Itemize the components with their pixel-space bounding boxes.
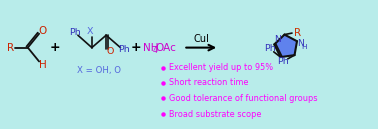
Text: Excellent yield up to 95%: Excellent yield up to 95%	[169, 63, 274, 72]
Text: H: H	[301, 44, 307, 50]
Text: 4: 4	[153, 46, 158, 55]
Text: R: R	[294, 28, 302, 38]
Text: +: +	[131, 41, 142, 54]
Text: Ph: Ph	[264, 44, 276, 53]
Text: N: N	[274, 35, 281, 44]
Text: X = OH, O: X = OH, O	[77, 66, 121, 75]
Text: +: +	[50, 41, 60, 54]
Text: R: R	[6, 43, 14, 53]
Text: Ph: Ph	[69, 29, 81, 37]
Text: Ph: Ph	[277, 57, 289, 66]
Text: Good tolerance of functional groups: Good tolerance of functional groups	[169, 94, 318, 103]
Polygon shape	[274, 35, 297, 57]
Text: N: N	[297, 39, 304, 48]
Text: Broad substrate scope: Broad substrate scope	[169, 110, 262, 119]
Text: CuI: CuI	[193, 34, 209, 44]
Text: H: H	[39, 59, 47, 70]
Text: NH: NH	[143, 43, 158, 53]
Text: X: X	[87, 27, 94, 36]
Text: Short reaction time: Short reaction time	[169, 78, 249, 87]
Text: O: O	[106, 47, 114, 56]
Text: Ph: Ph	[118, 45, 130, 54]
Text: O: O	[39, 26, 47, 36]
Text: OAc: OAc	[156, 43, 177, 53]
